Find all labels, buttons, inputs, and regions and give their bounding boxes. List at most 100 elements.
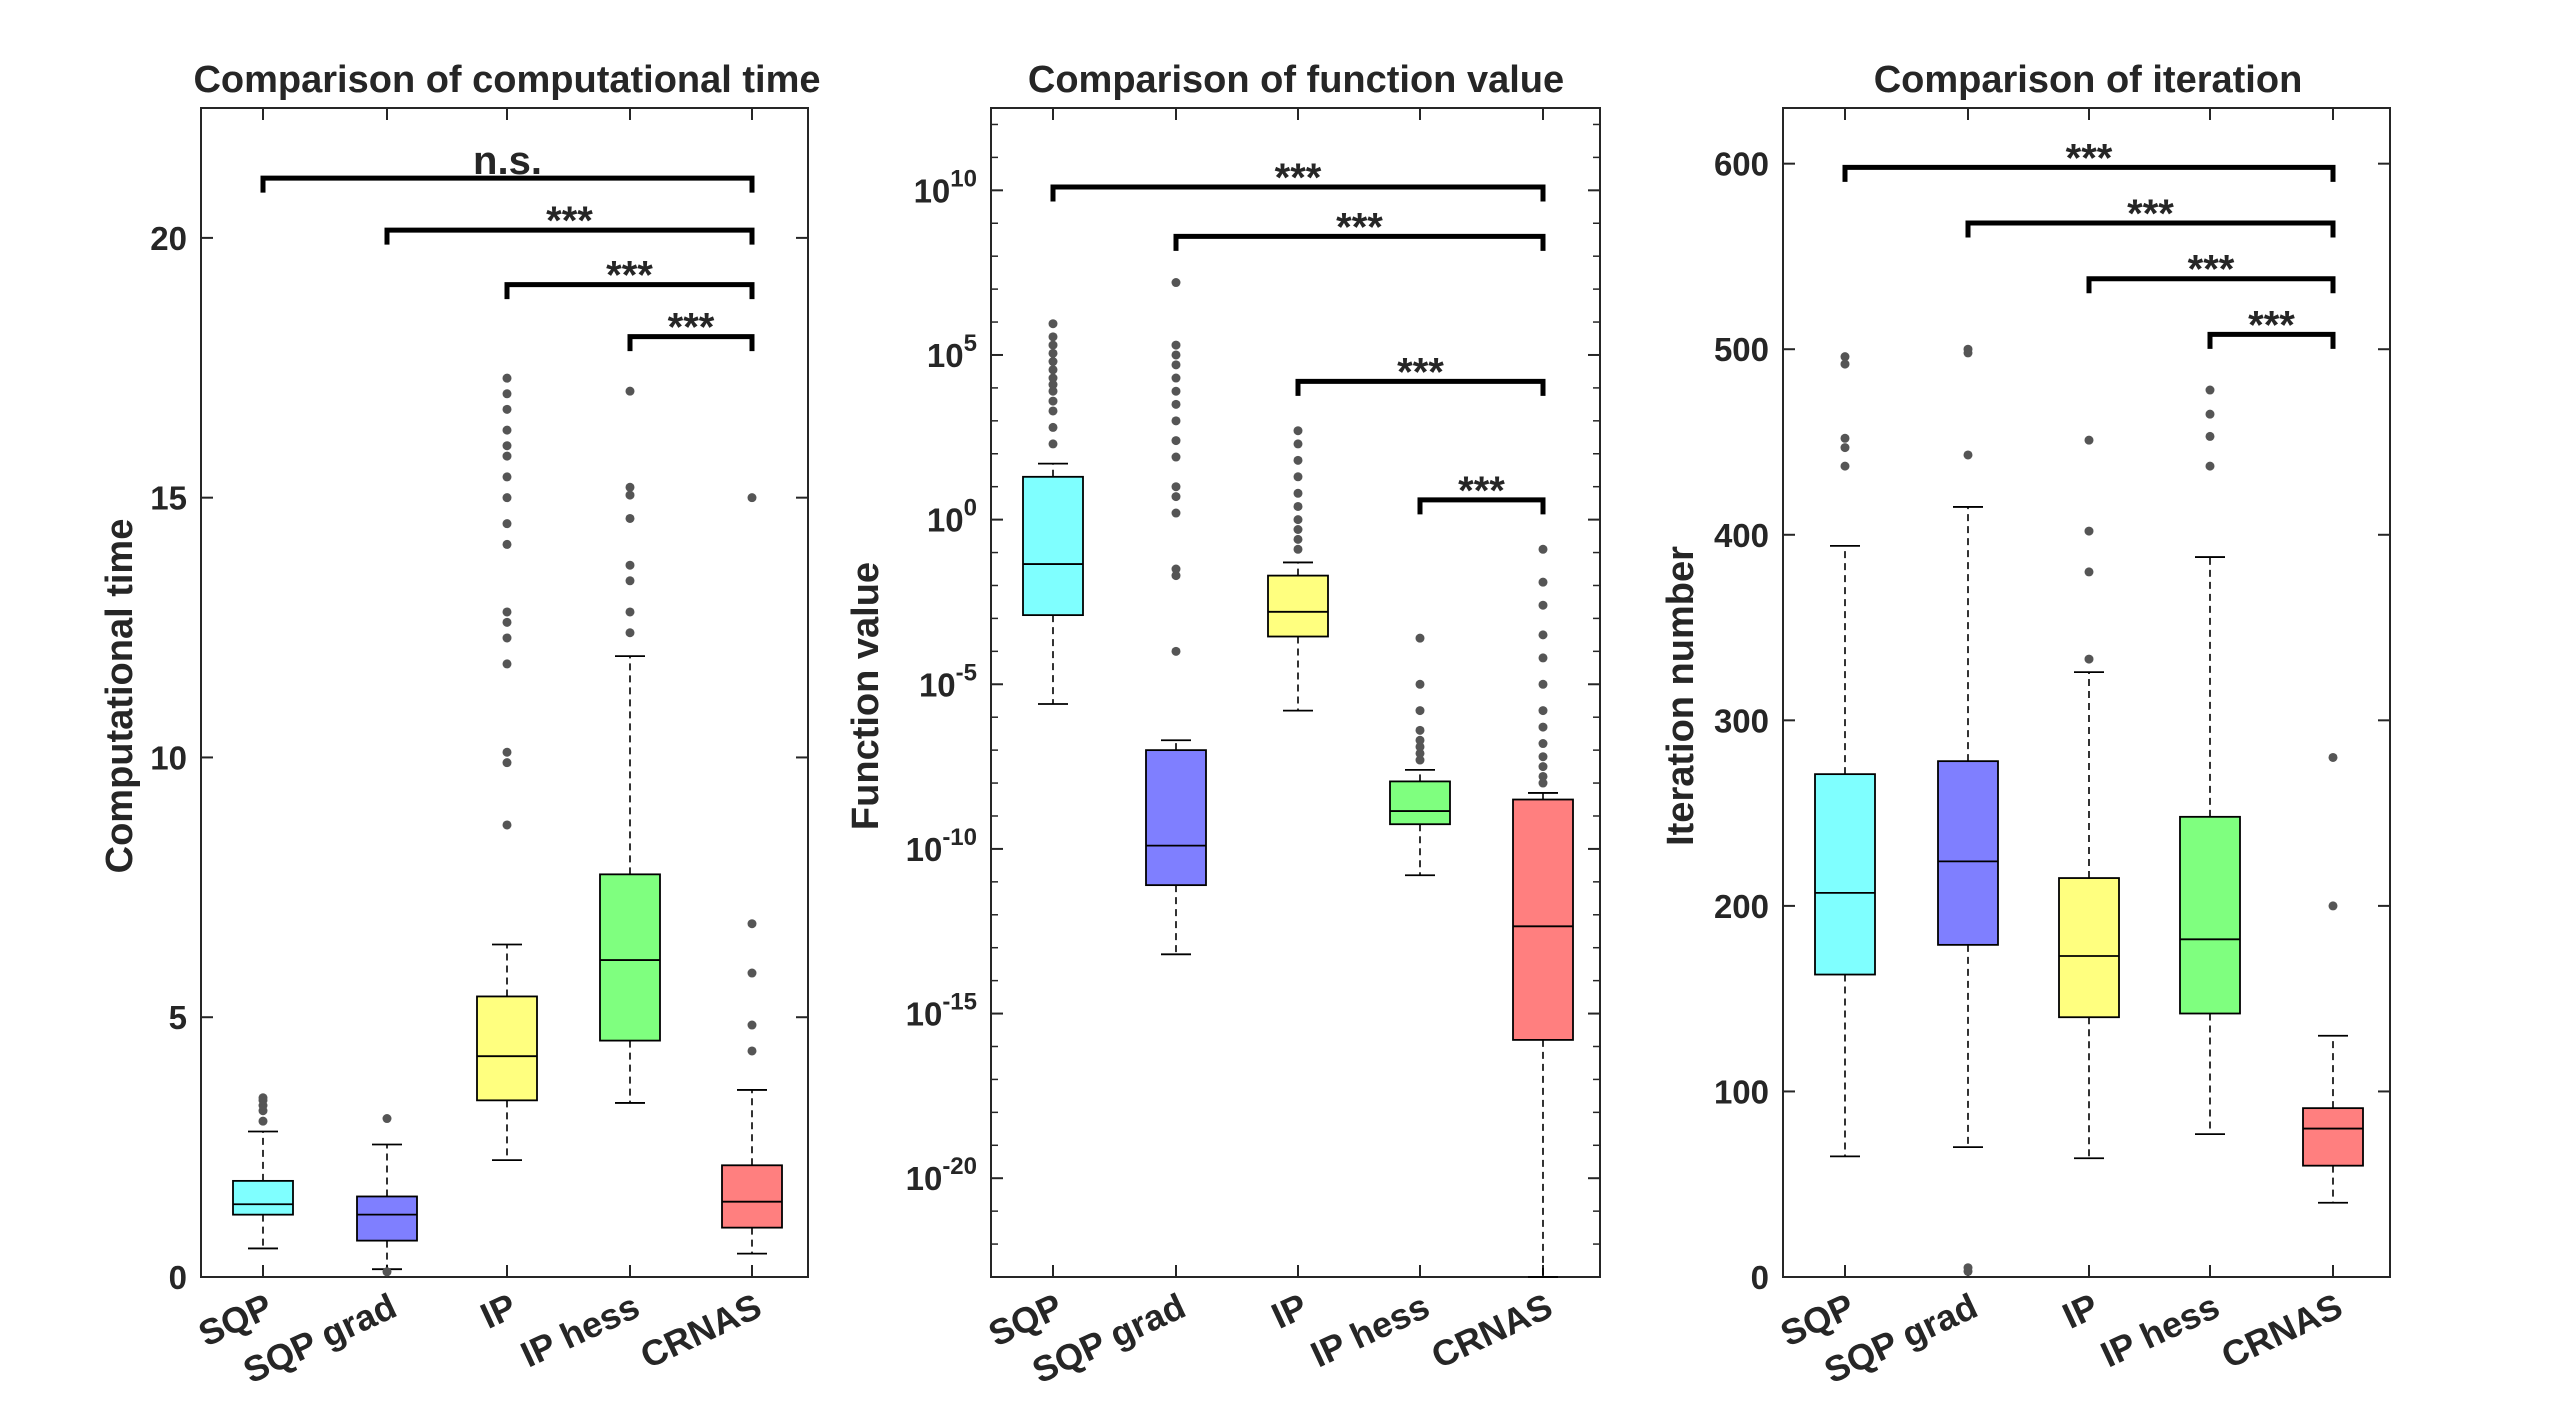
outlier-point	[1293, 488, 1303, 498]
outlier-point	[1171, 492, 1181, 502]
outlier-point	[258, 1116, 268, 1126]
outlier-point	[1538, 600, 1548, 610]
iqr-box	[599, 873, 661, 1042]
outlier-point	[1048, 380, 1058, 390]
y-tick-label: 100	[1714, 1073, 1769, 1110]
y-tick-label: 5	[169, 999, 187, 1036]
outlier-point	[1171, 646, 1181, 656]
outlier-point	[1538, 577, 1548, 587]
y-tick-label: 15	[150, 480, 187, 517]
box-plot-ip-hess	[599, 386, 661, 1104]
y-tick-label: 10-15	[906, 989, 977, 1033]
outlier-point	[1538, 630, 1548, 640]
outlier-point	[1415, 706, 1425, 716]
outlier-point	[1048, 332, 1058, 342]
significance-bracket: ***	[1173, 205, 1546, 251]
significance-bracket: ***	[2207, 303, 2336, 349]
outlier-point	[2205, 409, 2215, 419]
significance-bracket: n.s.	[260, 139, 755, 193]
bracket-line	[2207, 331, 2336, 349]
outlier-point	[502, 519, 512, 529]
axes-frame	[990, 107, 1601, 1278]
significance-bracket: ***	[1295, 350, 1546, 396]
outlier-point	[1171, 482, 1181, 492]
iqr-box	[1145, 749, 1207, 887]
outlier-point	[747, 1046, 757, 1056]
outlier-point	[625, 560, 635, 570]
y-tick-label: 0	[1751, 1259, 1769, 1296]
significance-bracket: ***	[504, 254, 755, 300]
outlier-point	[1048, 386, 1058, 396]
outlier-point	[502, 747, 512, 757]
significance-label: ***	[668, 306, 715, 350]
outlier-point	[1293, 501, 1303, 511]
outlier-point	[1293, 426, 1303, 436]
significance-label: n.s.	[473, 139, 542, 183]
iqr-box	[1389, 780, 1451, 826]
box-plot-sqp	[1814, 352, 1876, 1158]
bracket-line	[1295, 378, 1546, 396]
outlier-point	[1048, 396, 1058, 406]
box-plot-sqp	[1022, 319, 1084, 705]
y-tick-label: 105	[927, 330, 977, 374]
bracket-line	[1417, 497, 1546, 515]
significance-bracket: ***	[1842, 136, 2336, 182]
box-plot-sqp-grad	[1937, 344, 1999, 1276]
outlier-point	[502, 758, 512, 768]
iqr-box	[1937, 760, 1999, 946]
outlier-point	[1415, 742, 1425, 752]
iqr-box	[2302, 1107, 2364, 1167]
iqr-box	[1022, 475, 1084, 617]
box-plot-sqp-grad	[356, 1114, 418, 1277]
outlier-point	[1171, 340, 1181, 350]
outlier-point	[1171, 416, 1181, 426]
outlier-point	[1171, 436, 1181, 446]
axes-frame	[200, 107, 809, 1278]
outlier-point	[1171, 564, 1181, 574]
iqr-box	[721, 1164, 783, 1229]
outlier-point	[1048, 439, 1058, 449]
outlier-point	[502, 633, 512, 643]
chart-title: Comparison of computational time	[193, 59, 820, 101]
outlier-point	[502, 617, 512, 627]
outlier-point	[1048, 406, 1058, 416]
outlier-point	[1415, 725, 1425, 735]
outlier-point	[1538, 739, 1548, 749]
significance-label: ***	[546, 199, 593, 243]
outlier-point	[1415, 633, 1425, 643]
outlier-point	[1963, 450, 1973, 460]
outlier-point	[1171, 452, 1181, 462]
y-axis-label: Computational time	[99, 519, 141, 874]
box-plot-ip	[476, 373, 538, 1161]
outlier-point	[1048, 357, 1058, 367]
y-tick-label: 10	[150, 739, 187, 776]
outlier-point	[502, 441, 512, 451]
outlier-point	[382, 1267, 392, 1277]
significance-bracket: ***	[1417, 469, 1546, 515]
box-plot-ip-hess	[1389, 633, 1451, 877]
outlier-point	[502, 607, 512, 617]
outlier-point	[502, 404, 512, 414]
outlier-point	[625, 576, 635, 586]
box-plot-ip	[2058, 435, 2120, 1160]
outlier-point	[2084, 435, 2094, 445]
outlier-point	[502, 659, 512, 669]
outlier-point	[1048, 373, 1058, 383]
significance-label: ***	[1336, 205, 1383, 249]
outlier-point	[1293, 524, 1303, 534]
outlier-point	[502, 472, 512, 482]
iqr-box	[1814, 773, 1876, 976]
outlier-point	[1048, 348, 1058, 358]
bracket-line	[384, 227, 755, 245]
outlier-point	[1840, 352, 1850, 362]
significance-label: ***	[606, 254, 653, 298]
outlier-point	[1293, 534, 1303, 544]
bracket-line	[2086, 276, 2336, 294]
outlier-point	[1538, 544, 1548, 554]
y-axis-label: Function value	[845, 562, 887, 830]
y-tick-label: 600	[1714, 146, 1769, 183]
outlier-point	[1415, 679, 1425, 689]
outlier-point	[502, 389, 512, 399]
outlier-point	[2084, 567, 2094, 577]
significance-bracket: ***	[1050, 156, 1546, 202]
